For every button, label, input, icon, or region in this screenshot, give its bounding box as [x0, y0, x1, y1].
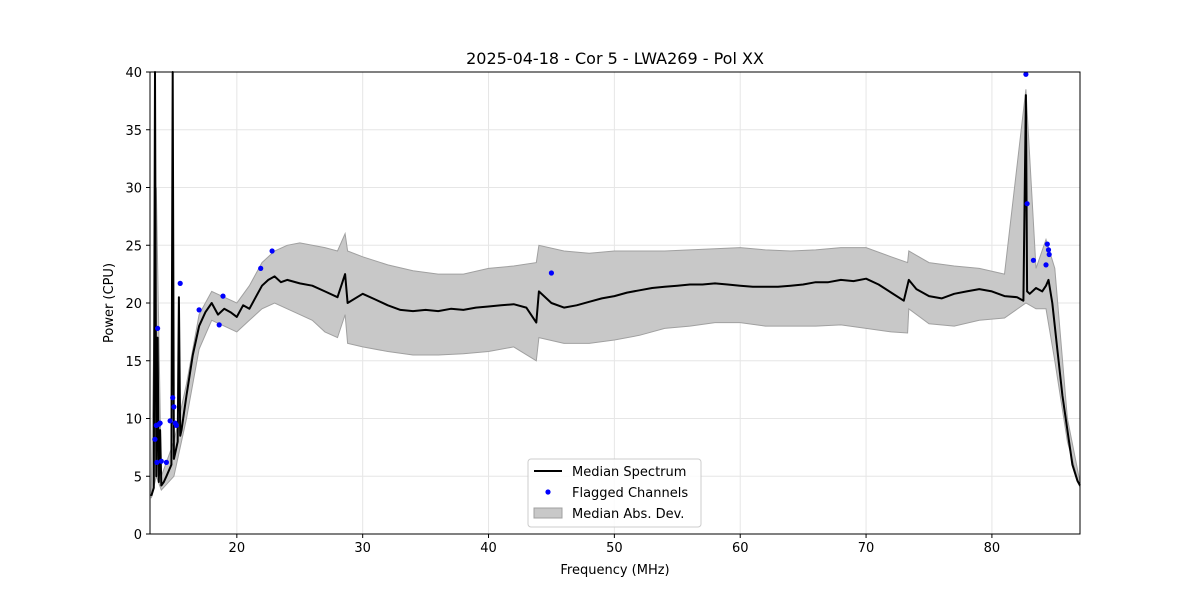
flagged-channel-point: [171, 404, 177, 410]
flagged-channel-point: [154, 459, 160, 465]
x-tick-label: 70: [858, 541, 875, 556]
flagged-channel-point: [269, 248, 275, 254]
y-tick-label: 25: [125, 239, 142, 254]
legend-band-swatch: [533, 507, 563, 519]
legend-box: [527, 458, 702, 528]
legend-flagged-swatch: [545, 489, 551, 495]
flagged-channel-point: [1046, 251, 1052, 258]
flagged-channel-point: [157, 420, 163, 426]
y-axis-ticks: 0 5 10 15 20 25 30 35 40: [125, 66, 150, 543]
flagged-channel-point: [155, 325, 161, 331]
y-tick-label: 15: [125, 355, 142, 370]
flagged-channel-point: [220, 293, 226, 299]
flagged-channel-point: [1044, 241, 1050, 247]
flagged-channel-point: [196, 307, 202, 313]
legend-median-label: Median Spectrum: [572, 465, 686, 480]
y-axis-label: Power (CPU): [102, 263, 117, 343]
y-tick-label: 0: [134, 528, 142, 543]
flagged-channel-point: [1024, 201, 1030, 207]
flagged-channel-point: [177, 280, 183, 286]
flagged-channel-point: [173, 422, 179, 428]
flagged-points-layer: [152, 71, 1052, 465]
flagged-channel-point: [158, 458, 164, 464]
legend-flagged-label: Flagged Channels: [572, 486, 688, 501]
y-tick-label: 40: [125, 66, 142, 81]
flagged-channel-point: [170, 395, 176, 401]
y-tick-label: 20: [125, 297, 142, 312]
legend-band-label: Median Abs. Dev.: [572, 507, 684, 522]
x-tick-label: 20: [229, 541, 246, 556]
flagged-channel-point: [167, 418, 173, 424]
y-tick-label: 10: [125, 413, 142, 428]
chart-title: 2025-04-18 - Cor 5 - LWA269 - Pol XX: [466, 49, 764, 68]
flagged-channel-point: [548, 270, 555, 276]
flagged-channel-point: [1043, 262, 1049, 268]
median-spectrum-line: [150, 71, 1081, 497]
x-tick-label: 60: [732, 541, 749, 556]
flagged-channel-point: [1030, 257, 1036, 263]
median-line-layer: [150, 71, 1081, 497]
x-tick-label: 40: [480, 541, 497, 556]
flagged-channel-point: [1045, 247, 1052, 253]
flagged-channel-point: [152, 436, 158, 442]
flagged-channel-point: [258, 265, 264, 271]
y-tick-label: 5: [134, 470, 142, 485]
flagged-channel-point: [216, 322, 222, 328]
x-axis-ticks: 20 30 40 50 60 70 80: [229, 534, 1001, 556]
flagged-channel-point: [1023, 71, 1029, 77]
y-tick-label: 35: [125, 124, 142, 139]
flagged-channel-point: [163, 459, 169, 465]
x-tick-label: 80: [984, 541, 1001, 556]
x-tick-label: 50: [606, 541, 623, 556]
y-tick-label: 30: [125, 182, 142, 197]
x-tick-label: 30: [354, 541, 371, 556]
x-axis-label: Frequency (MHz): [560, 563, 669, 578]
legend: Median Spectrum Flagged Channels Median …: [527, 458, 702, 528]
